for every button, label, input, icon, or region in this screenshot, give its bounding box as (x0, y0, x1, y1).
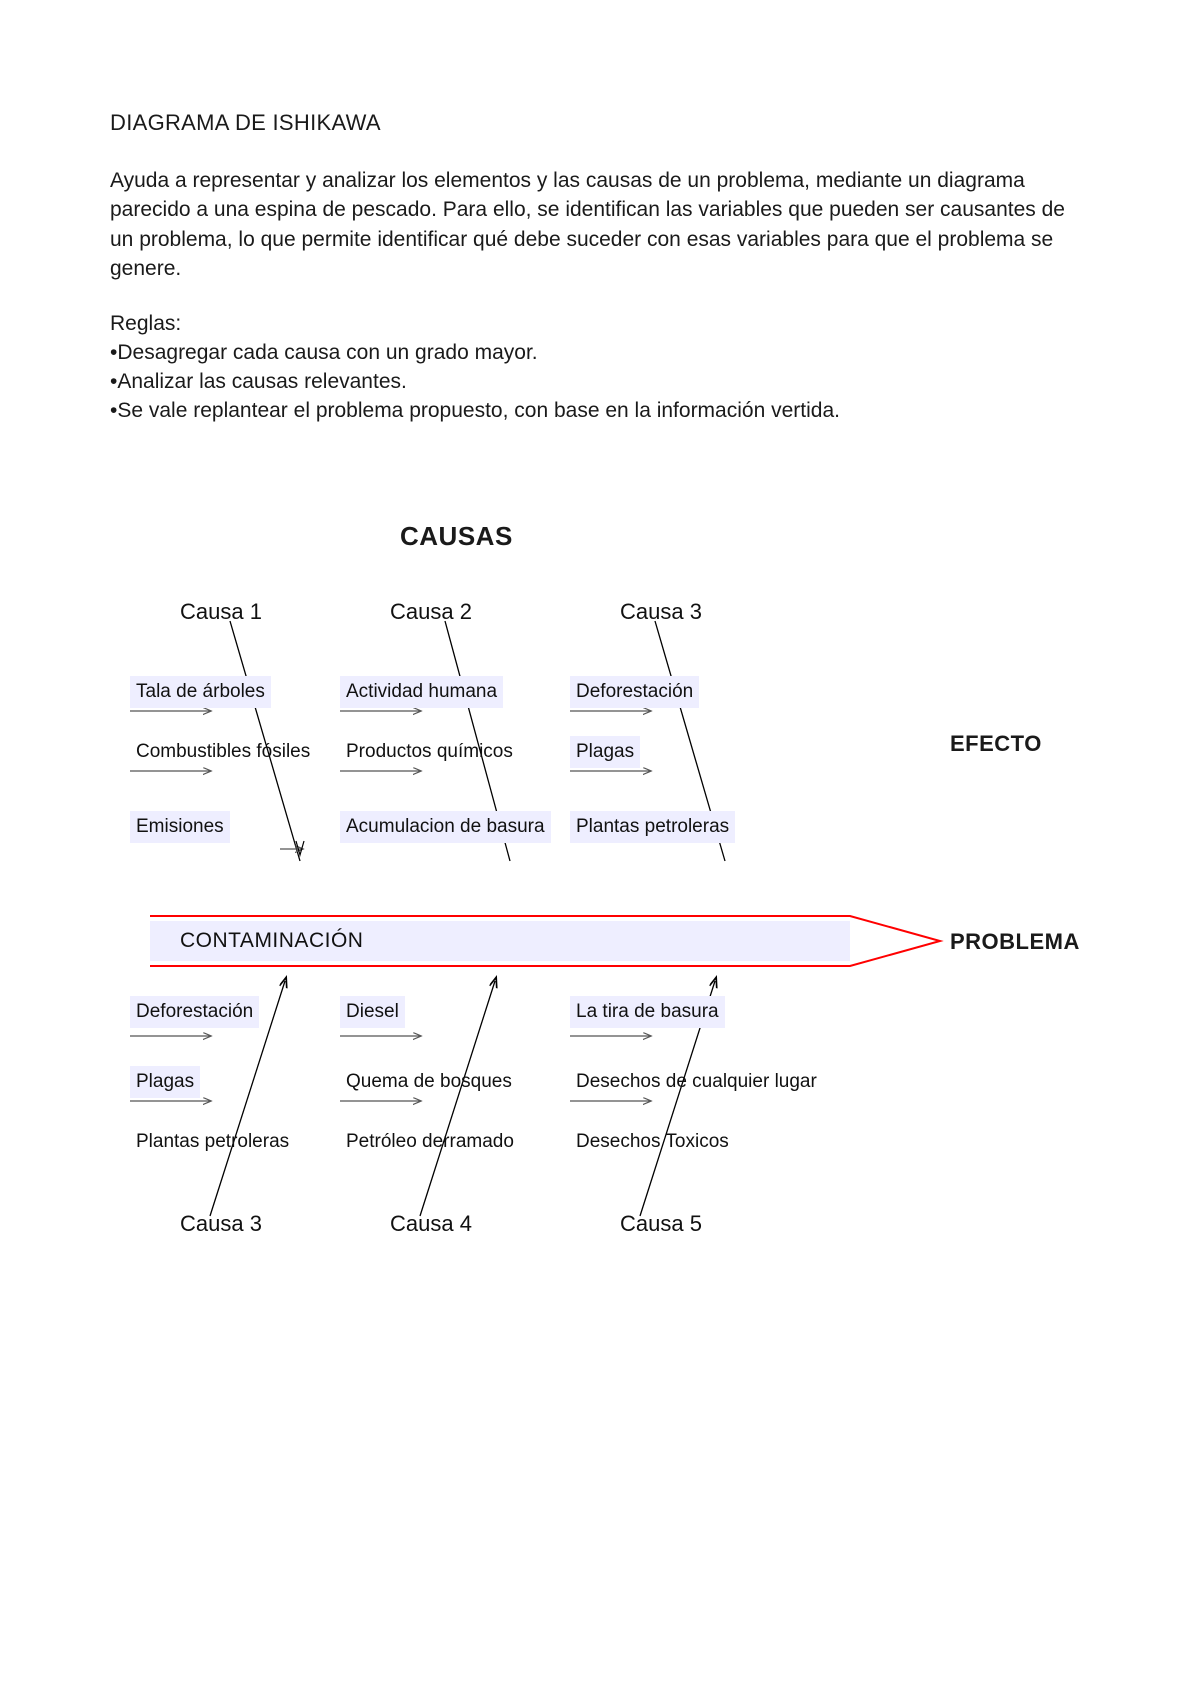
cause-top-label-3: Causa 3 (620, 599, 702, 625)
cause-top-cell: Actividad humana (340, 676, 503, 708)
cause-top-cell: Emisiones (130, 811, 230, 843)
rule-item: •Analizar las causas relevantes. (110, 367, 1090, 396)
page-title: DIAGRAMA DE ISHIKAWA (110, 110, 1090, 136)
diagram-lines (110, 521, 1090, 1301)
cause-top-cell: Plagas (570, 736, 640, 768)
document-page: DIAGRAMA DE ISHIKAWA Ayuda a representar… (0, 0, 1200, 1341)
ishikawa-diagram: CAUSAS CONTAMINACIÓN EFECTO PROBLEMA Cau… (110, 521, 1090, 1301)
description-paragraph: Ayuda a representar y analizar los eleme… (110, 166, 1090, 284)
cause-bottom-cell: Deforestación (130, 996, 259, 1028)
spine-label: CONTAMINACIÓN (180, 929, 363, 953)
cause-bottom-label-1: Causa 3 (180, 1211, 262, 1237)
cause-bottom-cell: Diesel (340, 996, 405, 1028)
cause-bottom-cell: Desechos de cualquier lugar (570, 1066, 823, 1098)
cause-bottom-cell: Plagas (130, 1066, 200, 1098)
rules-heading: Reglas: (110, 312, 1090, 336)
cause-top-cell: Combustibles fósiles (130, 736, 316, 768)
cause-bottom-cell: La tira de basura (570, 996, 725, 1028)
rule-item: •Se vale replantear el problema propuest… (110, 396, 1090, 425)
cause-bottom-label-3: Causa 5 (620, 1211, 702, 1237)
cause-bottom-cell: Petróleo derramado (340, 1126, 520, 1158)
cause-bottom-cell: Quema de bosques (340, 1066, 518, 1098)
cause-bottom-cell: Desechos Toxicos (570, 1126, 735, 1158)
cause-top-label-2: Causa 2 (390, 599, 472, 625)
rule-item: •Desagregar cada causa con un grado mayo… (110, 338, 1090, 367)
cause-top-cell: Tala de árboles (130, 676, 271, 708)
label-efecto: EFECTO (950, 731, 1042, 757)
label-problema: PROBLEMA (950, 929, 1080, 955)
cause-top-cell: Acumulacion de basura (340, 811, 551, 843)
cause-top-cell: Plantas petroleras (570, 811, 735, 843)
cause-bottom-label-2: Causa 4 (390, 1211, 472, 1237)
cause-top-cell: Productos químicos (340, 736, 519, 768)
diagram-header-causas: CAUSAS (400, 521, 513, 552)
cause-top-label-1: Causa 1 (180, 599, 262, 625)
rules-list: •Desagregar cada causa con un grado mayo… (110, 338, 1090, 426)
cause-bottom-cell: Plantas petroleras (130, 1126, 295, 1158)
cause-top-cell: Deforestación (570, 676, 699, 708)
